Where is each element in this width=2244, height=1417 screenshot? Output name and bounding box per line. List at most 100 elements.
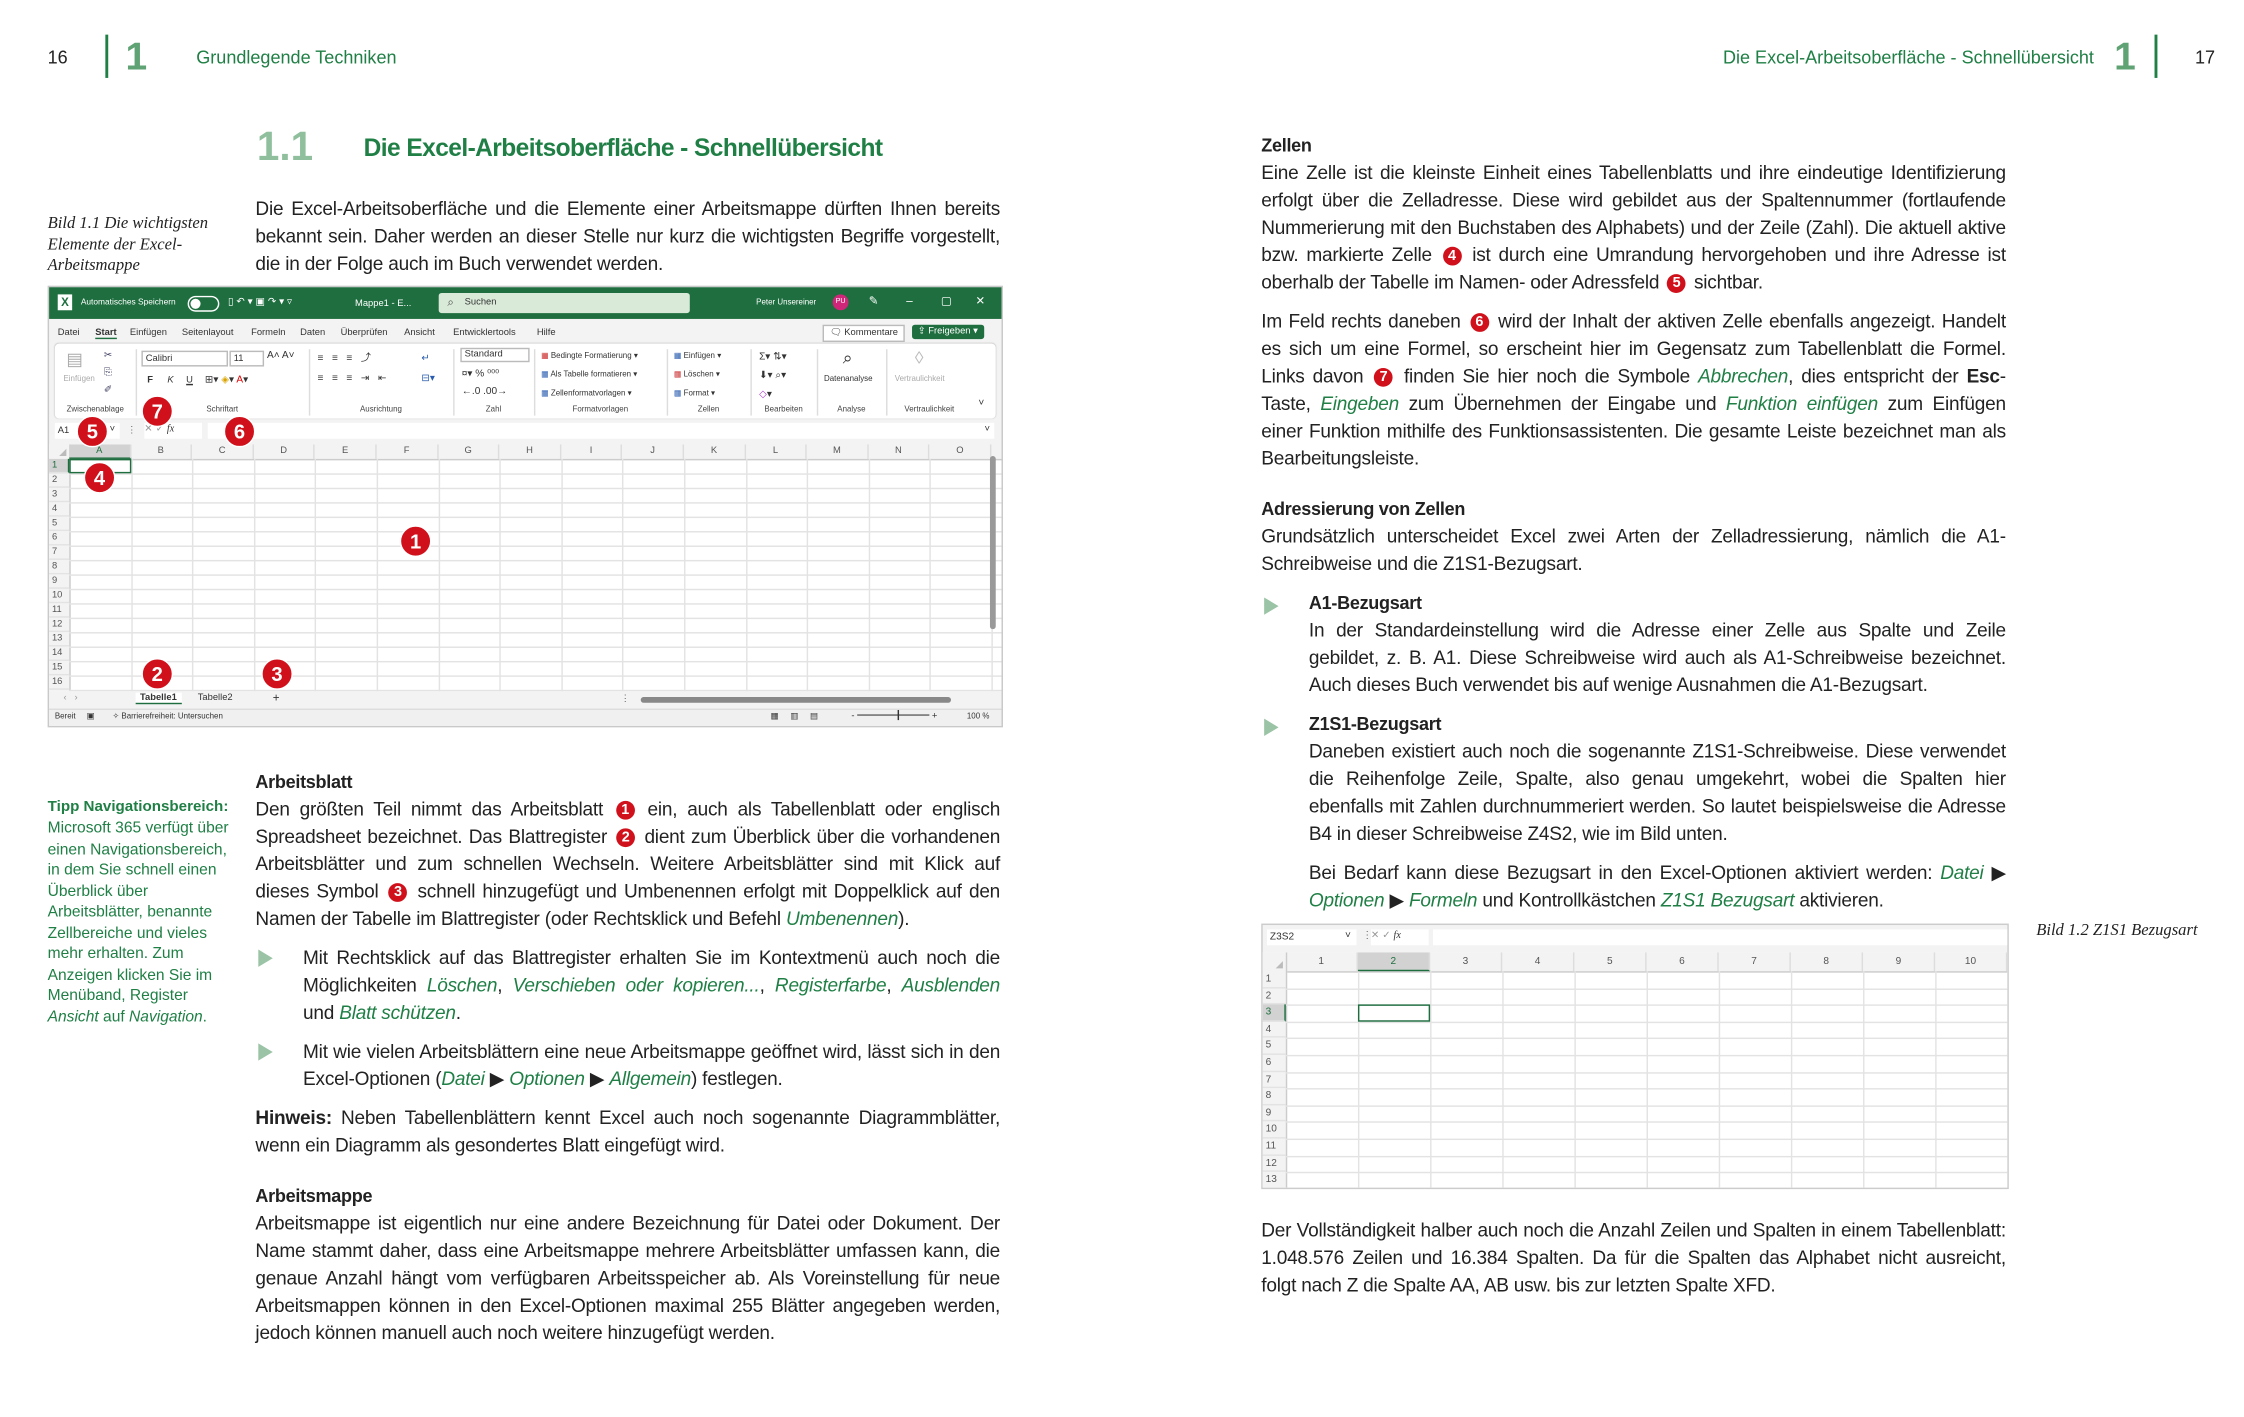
column-header[interactable]: 6	[1647, 952, 1719, 972]
ribbon-tab-ansicht[interactable]: Ansicht	[404, 327, 435, 338]
column-header[interactable]: M	[807, 444, 869, 459]
macro-record-icon[interactable]: ▣	[86, 712, 95, 722]
row-header[interactable]: 11	[1262, 1139, 1286, 1156]
tab-split-handle[interactable]: ⋮	[620, 694, 630, 705]
bold-button[interactable]: F	[147, 375, 153, 386]
comments-button[interactable]: 🗨 Kommentare	[822, 324, 906, 343]
quick-access-icons[interactable]: ▯ ↶ ▾ ▣ ↷ ▾ ▿	[228, 297, 293, 308]
editing-icons[interactable]: Σ▾ ⇅▾ ⬇▾ ⌕▾ ◇▾	[759, 352, 787, 400]
column-header[interactable]: G	[438, 444, 500, 459]
row-header[interactable]: 1	[49, 458, 70, 474]
formula-input[interactable]: ˅	[207, 422, 995, 439]
ribbon-tab-daten[interactable]: Daten	[300, 327, 326, 338]
pen-icon[interactable]: ✎	[868, 294, 879, 308]
column-header[interactable]: 1	[1286, 952, 1358, 972]
wrap-merge-icons[interactable]: ↵ ⊟▾	[421, 353, 435, 384]
enter-icon[interactable]: ✓	[155, 424, 165, 435]
row-header[interactable]: 12	[49, 618, 70, 633]
number-format-icons[interactable]: ¤▾ % ⁰⁰⁰ ←.0 .00→	[461, 369, 508, 397]
column-header[interactable]: F	[377, 444, 439, 459]
sheet-nav-arrows[interactable]: ‹ ›	[63, 692, 78, 703]
active-cell[interactable]	[1357, 1004, 1431, 1022]
number-format-select[interactable]: Standard	[460, 347, 530, 363]
name-box-dropdown-icon[interactable]: ˅	[109, 424, 116, 435]
ribbon-collapse-icon[interactable]: ˅	[978, 398, 985, 409]
clipboard-icons[interactable]: ✂ ⎘ ✐	[103, 350, 113, 396]
column-header[interactable]: N	[868, 444, 930, 459]
column-header[interactable]: E	[315, 444, 377, 459]
font-grow-shrink-icons[interactable]: A˄ A˅	[266, 350, 295, 361]
column-header[interactable]: 9	[1863, 952, 1936, 972]
column-header[interactable]: C	[192, 444, 254, 459]
font-name-select[interactable]: Calibri	[141, 350, 229, 367]
column-header[interactable]: I	[561, 444, 623, 459]
paste-icon[interactable]: ▤	[66, 349, 83, 370]
accessibility-check[interactable]: ✧ Barrierefreiheit: Untersuchen	[112, 712, 223, 722]
row-header[interactable]: 7	[49, 545, 70, 560]
sheet-tab[interactable]: Tabelle1	[135, 692, 182, 705]
delete-cells-button[interactable]: ▦ Löschen ▾	[673, 370, 720, 380]
sheet-tab[interactable]: Tabelle2	[197, 692, 233, 703]
column-header[interactable]: K	[684, 444, 746, 459]
column-header[interactable]: H	[500, 444, 562, 459]
row-header[interactable]: 4	[49, 502, 70, 517]
select-all-button[interactable]	[59, 448, 67, 457]
cond-format-button[interactable]: ▦ Bedingte Formatierung ▾	[541, 352, 638, 361]
format-as-table-button[interactable]: ▦ Als Tabelle formatieren ▾	[541, 370, 638, 380]
row-header[interactable]: 8	[1262, 1088, 1286, 1106]
worksheet-grid[interactable]: A B C D E F G H I J K L M N O 1 2 3 4 5 6 7 8 9 10 11 12 13 14 15 16	[49, 444, 1002, 706]
row-header[interactable]: 7	[1262, 1072, 1286, 1089]
cell-styles-button[interactable]: ▦ Zellenformatvorlagen ▾	[541, 389, 632, 399]
ribbon-tab-start[interactable]: Start	[95, 327, 117, 340]
row-header[interactable]: 1	[1262, 971, 1286, 988]
ribbon-tab-seitenlayout[interactable]: Seitenlayout	[181, 327, 234, 338]
column-header[interactable]: A	[69, 444, 131, 459]
cancel-icon[interactable]: ✕	[1370, 930, 1380, 941]
view-buttons[interactable]: ▦▥▤	[770, 712, 830, 722]
formula-bar-menu-icon[interactable]: ⋮	[1362, 930, 1373, 941]
cancel-icon[interactable]: ✕	[144, 424, 153, 435]
name-box[interactable]: Z3S2 ˅	[1267, 929, 1357, 946]
column-header[interactable]: B	[131, 444, 193, 459]
row-header[interactable]: 9	[1262, 1105, 1286, 1122]
autosave-toggle[interactable]	[187, 295, 220, 312]
styles-group[interactable]: ▦ Bedingte Formatierung ▾ ▦ Als Tabelle …	[541, 348, 638, 404]
alignment-icons[interactable]: ≡ ≡ ≡ ⤴ ≡ ≡ ≡ ⇥ ⇤	[317, 353, 390, 384]
ribbon-tab-einfügen[interactable]: Einfügen	[129, 327, 167, 338]
formula-bar-menu-icon[interactable]: ⋮	[126, 425, 137, 436]
row-header[interactable]: 2	[49, 473, 70, 488]
row-header[interactable]: 3	[49, 488, 70, 503]
column-header[interactable]: 7	[1719, 952, 1791, 972]
row-header[interactable]: 12	[1262, 1155, 1286, 1173]
maximize-icon[interactable]: ▢	[940, 294, 952, 308]
add-sheet-button[interactable]: +	[272, 691, 280, 705]
row-header[interactable]: 8	[49, 560, 70, 575]
column-header[interactable]: 5	[1574, 952, 1647, 972]
select-all-button[interactable]	[1275, 961, 1283, 969]
border-fill-color-icons[interactable]: ⊞▾ ◈▾ A▾	[204, 375, 249, 386]
worksheet-grid[interactable]: 1 2 3 4 5 6 7 8 9 10 1 2 3 4 5 6 7 8 9 10 11 12 13	[1262, 952, 2008, 1188]
row-header[interactable]: 11	[49, 603, 70, 618]
sensitivity-icon[interactable]: ◊	[914, 347, 924, 368]
column-header[interactable]: J	[623, 444, 685, 459]
column-header[interactable]: 3	[1430, 952, 1503, 972]
font-size-select[interactable]: 11	[229, 350, 265, 367]
enter-icon[interactable]: ✓	[1382, 930, 1391, 941]
column-header[interactable]: L	[745, 444, 807, 459]
italic-button[interactable]: K	[167, 375, 174, 386]
row-header[interactable]: 15	[49, 661, 70, 676]
row-header[interactable]: 5	[1262, 1038, 1286, 1055]
row-header[interactable]: 4	[1262, 1021, 1286, 1039]
insert-function-icon[interactable]: fx	[166, 422, 175, 435]
column-header[interactable]: 4	[1502, 952, 1575, 972]
underline-button[interactable]: U	[186, 375, 193, 386]
share-button[interactable]: ⇪ Freigeben ▾	[912, 324, 984, 340]
data-analysis-icon[interactable]: ⌕	[842, 347, 853, 368]
row-header[interactable]: 3	[1262, 1004, 1286, 1022]
ribbon-tab-überprüfen[interactable]: Überprüfen	[340, 327, 388, 338]
row-header[interactable]: 13	[49, 632, 70, 647]
ribbon-tab-hilfe[interactable]: Hilfe	[536, 327, 556, 338]
column-header[interactable]: 10	[1935, 952, 2008, 972]
horizontal-scrollbar[interactable]	[640, 697, 951, 703]
format-cells-button[interactable]: ▦ Format ▾	[673, 389, 715, 399]
